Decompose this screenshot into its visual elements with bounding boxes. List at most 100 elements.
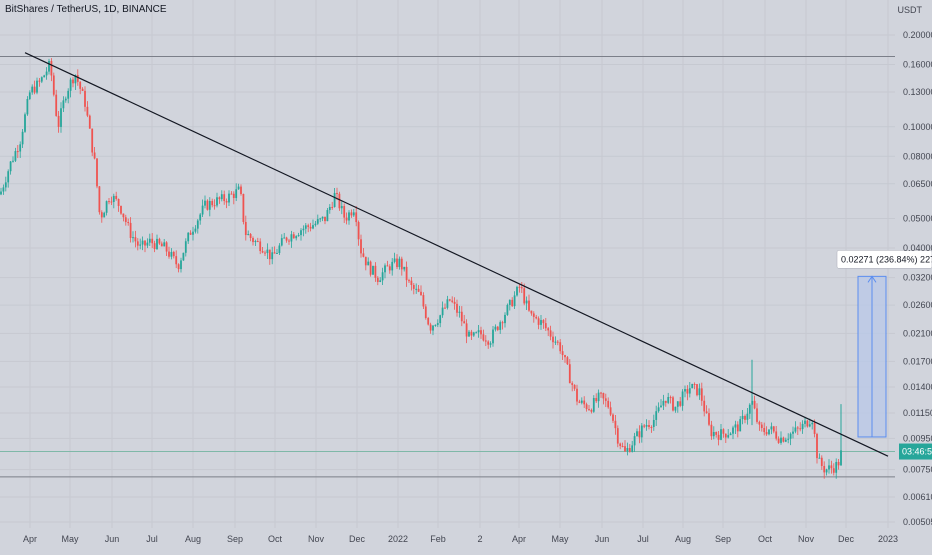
x-tick-label: Oct bbox=[758, 534, 773, 544]
candle-body bbox=[734, 424, 737, 428]
candle-body bbox=[285, 237, 288, 241]
candle-body bbox=[302, 228, 305, 231]
candle-body bbox=[525, 300, 528, 304]
x-tick-label: Jun bbox=[105, 534, 120, 544]
candle-body bbox=[381, 272, 384, 281]
candle-body bbox=[547, 328, 550, 331]
x-tick-label: Nov bbox=[308, 534, 325, 544]
candle-body bbox=[588, 409, 590, 411]
candle-body bbox=[739, 419, 742, 432]
candle-body bbox=[158, 238, 161, 244]
candle-body bbox=[717, 434, 720, 440]
candle-body bbox=[741, 415, 744, 420]
candle-body bbox=[129, 222, 132, 238]
candle-body bbox=[652, 419, 655, 428]
candle-body bbox=[45, 71, 48, 76]
candle-body bbox=[600, 392, 602, 394]
candle-body bbox=[24, 114, 26, 132]
candle-body bbox=[712, 432, 715, 437]
candle-body bbox=[643, 425, 646, 427]
candle-body bbox=[2, 187, 5, 192]
candle-body bbox=[448, 299, 451, 301]
candle-body bbox=[134, 237, 137, 242]
candle-body bbox=[489, 343, 492, 345]
candle-body bbox=[796, 427, 799, 429]
candle-body bbox=[271, 252, 274, 260]
candle-body bbox=[314, 223, 317, 226]
candle-body bbox=[657, 407, 660, 412]
candle-body bbox=[204, 200, 206, 206]
candle-body bbox=[338, 193, 341, 209]
candle-body bbox=[57, 115, 60, 127]
candle-body bbox=[343, 206, 346, 218]
x-tick-label: 2023 bbox=[878, 534, 898, 544]
x-tick-label: Nov bbox=[798, 534, 815, 544]
candle-body bbox=[14, 151, 17, 161]
candle-body bbox=[446, 299, 449, 308]
candle-body bbox=[484, 340, 487, 342]
x-tick-label: Feb bbox=[430, 534, 446, 544]
candle-body bbox=[328, 206, 331, 211]
x-tick-label: Sep bbox=[715, 534, 731, 544]
candle-body bbox=[782, 437, 785, 442]
candle-body bbox=[139, 244, 142, 246]
candle-body bbox=[811, 422, 814, 425]
candle-body bbox=[81, 88, 84, 91]
candle-body bbox=[372, 265, 374, 275]
candle-body bbox=[360, 239, 362, 254]
candle-body bbox=[804, 420, 806, 424]
candle-body bbox=[240, 186, 242, 194]
candle-body bbox=[674, 406, 677, 411]
chart-title: BitShares / TetherUS, 1D, BINANCE bbox=[5, 4, 167, 15]
candle-body bbox=[727, 435, 730, 438]
candle-body bbox=[705, 411, 708, 414]
candle-body bbox=[460, 311, 463, 322]
candle-body bbox=[321, 216, 324, 219]
candle-body bbox=[516, 286, 518, 296]
candle-body bbox=[566, 357, 569, 365]
candle-body bbox=[813, 422, 816, 434]
measure-label-box bbox=[836, 250, 932, 269]
candle-body bbox=[619, 443, 622, 446]
candle-body bbox=[544, 323, 547, 329]
candle-body bbox=[115, 195, 118, 199]
candle-body bbox=[614, 420, 617, 429]
x-tick-label: Jul bbox=[637, 534, 649, 544]
candle-body bbox=[688, 388, 691, 394]
candle-body bbox=[638, 431, 641, 438]
y-tick-label: 0.00505 bbox=[903, 517, 932, 527]
candle-body bbox=[268, 249, 271, 260]
candle-body bbox=[151, 238, 154, 244]
candle-body bbox=[583, 400, 586, 405]
candle-body bbox=[196, 220, 199, 229]
candle-body bbox=[163, 242, 166, 247]
candle-body bbox=[194, 228, 197, 232]
candle-body bbox=[456, 303, 458, 313]
candle-body bbox=[568, 364, 571, 384]
candle-body bbox=[808, 424, 811, 427]
candle-body bbox=[403, 266, 406, 270]
candle-body bbox=[698, 388, 701, 396]
candle-body bbox=[662, 400, 665, 406]
candle-body bbox=[463, 321, 466, 324]
candle-body bbox=[424, 306, 427, 319]
candle-body bbox=[722, 429, 725, 434]
candle-body bbox=[232, 193, 235, 199]
candle-body bbox=[417, 288, 420, 292]
candle-body bbox=[276, 253, 278, 255]
candle-body bbox=[307, 225, 310, 227]
candle-body bbox=[79, 81, 82, 89]
candle-body bbox=[681, 391, 684, 406]
candle-body bbox=[304, 225, 307, 229]
candle-body bbox=[146, 242, 149, 246]
candle-body bbox=[160, 243, 163, 247]
candle-body bbox=[91, 128, 94, 153]
candle-body bbox=[48, 60, 50, 72]
candle-body bbox=[828, 465, 830, 470]
candle-body bbox=[482, 334, 485, 341]
x-tick-label: 2 bbox=[477, 534, 482, 544]
